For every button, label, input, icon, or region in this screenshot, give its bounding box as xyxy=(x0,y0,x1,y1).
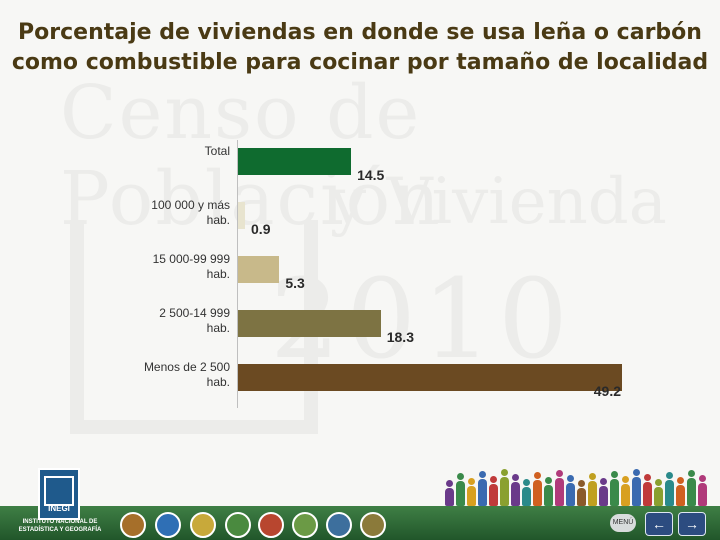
bar-1 xyxy=(238,202,246,229)
person-icon xyxy=(654,479,663,506)
education-icon[interactable] xyxy=(155,512,181,538)
chart-title: Porcentaje de viviendas en donde se usa … xyxy=(10,18,710,78)
person-icon xyxy=(555,470,564,506)
arrow-right-icon[interactable]: → xyxy=(678,512,706,536)
services-icon[interactable] xyxy=(292,512,318,538)
person-icon xyxy=(467,478,476,506)
institution-name: INSTITUTO NACIONAL DE ESTADÍSTICA Y GEOG… xyxy=(18,519,102,533)
value-label-1: 0.9 xyxy=(251,221,271,237)
family-icon[interactable] xyxy=(120,512,146,538)
logo-wordmark: INEGI xyxy=(48,504,70,513)
person-icon xyxy=(544,477,553,506)
footer: INEGI INSTITUTO NACIONAL DE ESTADÍSTICA … xyxy=(0,458,720,540)
migration-icon[interactable] xyxy=(326,512,352,538)
bar-3 xyxy=(238,310,381,337)
person-icon xyxy=(676,477,685,506)
bar-4 xyxy=(238,364,622,391)
chart-title-line1: Porcentaje de viviendas en donde se usa … xyxy=(18,20,702,45)
person-icon xyxy=(687,470,696,506)
category-label-2: 15 000-99 999 hab. xyxy=(152,252,230,281)
person-icon xyxy=(489,476,498,506)
category-label-4: Menos de 2 500 hab. xyxy=(143,360,230,389)
person-icon xyxy=(566,475,575,506)
person-icon xyxy=(456,473,465,506)
person-icon xyxy=(610,471,619,506)
person-icon xyxy=(522,479,531,506)
value-label-4: 49.2 xyxy=(593,383,621,399)
people-icons-decoration xyxy=(445,469,715,506)
person-icon xyxy=(632,469,641,506)
arrow-left-icon[interactable]: ← xyxy=(645,512,673,536)
goods-icon[interactable] xyxy=(360,512,386,538)
person-icon xyxy=(533,472,542,506)
bar-chart: Total 14.5 100 000 y más hab. 0.9 15 000-99 … xyxy=(0,130,720,420)
person-icon xyxy=(500,469,509,506)
value-label-3: 18.3 xyxy=(386,329,414,345)
category-label-0: Total xyxy=(204,144,230,158)
person-icon xyxy=(478,471,487,506)
bar-2 xyxy=(238,256,280,283)
person-icon xyxy=(621,476,630,506)
chart-title-line2: como combustible para cocinar por tamaño… xyxy=(11,50,709,75)
bar-0 xyxy=(238,148,352,175)
menu-button[interactable]: MENÚ xyxy=(610,514,636,532)
person-icon xyxy=(599,478,608,506)
housing-icon[interactable] xyxy=(258,512,284,538)
category-label-1: 100 000 y más hab. xyxy=(151,198,230,227)
person-icon xyxy=(665,472,674,506)
category-label-3: 2 500-14 999 hab. xyxy=(159,306,230,335)
person-icon xyxy=(445,480,454,506)
value-label-0: 14.5 xyxy=(357,167,385,183)
category-axis xyxy=(237,140,238,408)
person-icon xyxy=(643,474,652,506)
person-icon xyxy=(577,480,586,506)
person-icon xyxy=(588,473,597,506)
economy-icon[interactable] xyxy=(225,512,251,538)
value-label-2: 5.3 xyxy=(285,275,305,291)
person-icon xyxy=(511,474,520,506)
health-icon[interactable] xyxy=(190,512,216,538)
person-icon xyxy=(698,475,707,506)
inegi-logo-icon: INEGI xyxy=(38,468,80,520)
